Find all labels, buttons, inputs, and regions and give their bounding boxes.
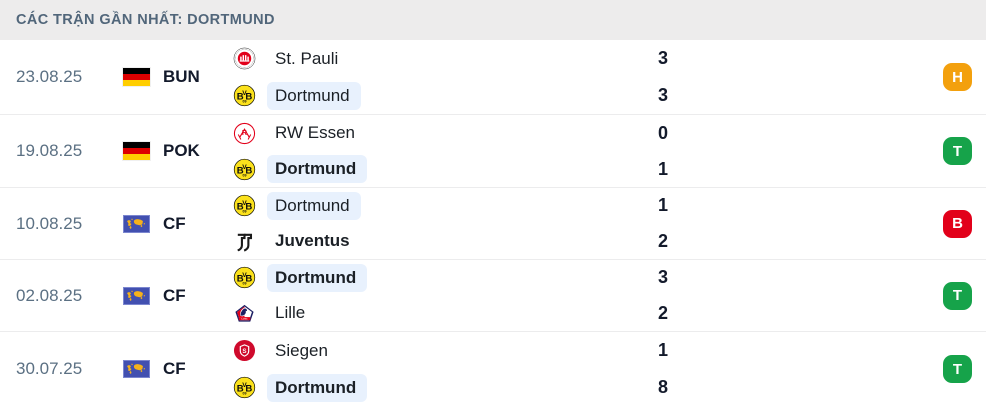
- svg-text:09: 09: [243, 173, 247, 177]
- svg-text:V: V: [242, 200, 247, 207]
- svg-text:09: 09: [243, 391, 247, 395]
- svg-text:V: V: [242, 90, 247, 97]
- svg-text:09: 09: [243, 282, 247, 286]
- svg-text:09: 09: [243, 210, 247, 214]
- svg-text:09: 09: [243, 99, 247, 103]
- svg-text:LOSC: LOSC: [241, 318, 247, 320]
- svg-text:R: R: [242, 128, 248, 136]
- svg-text:V: V: [242, 164, 247, 171]
- svg-text:V: V: [242, 382, 247, 389]
- svg-text:V: V: [242, 272, 247, 279]
- svg-text:S: S: [242, 348, 246, 355]
